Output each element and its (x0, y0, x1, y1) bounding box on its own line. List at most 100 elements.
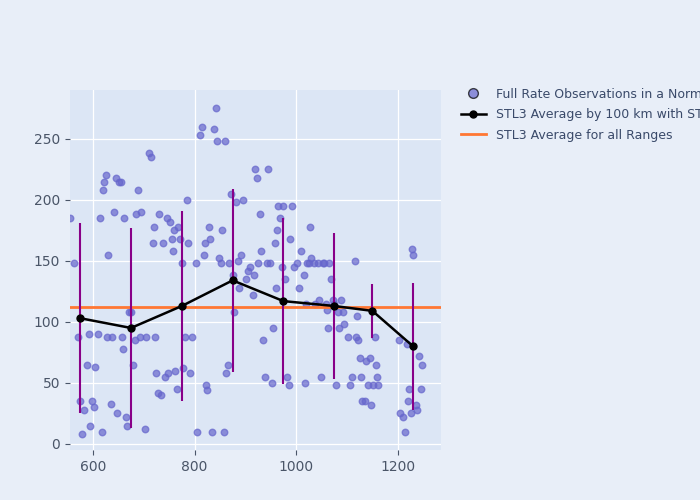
Point (212, 138, 223, 145)
Point (308, 260, 319, 268)
Point (405, 410, 416, 418)
Point (278, 202, 289, 210)
Point (156, 391, 167, 399)
Point (366, 401, 377, 409)
Point (148, 222, 160, 230)
Point (270, 284, 281, 292)
Point (250, 166, 261, 173)
Point (335, 296, 346, 304)
Point (149, 332, 160, 340)
Point (150, 369, 162, 377)
Point (393, 336, 405, 344)
Point (373, 382, 384, 390)
Point (353, 336, 364, 344)
Point (237, 196, 248, 204)
Point (218, 428, 230, 436)
Point (166, 235, 177, 243)
Point (102, 332, 113, 340)
Point (401, 340, 412, 348)
Point (416, 360, 428, 368)
Point (99, 178, 110, 186)
Point (102, 250, 113, 258)
Point (351, 332, 362, 340)
Point (124, 308, 135, 316)
Point (271, 226, 282, 234)
Point (153, 210, 164, 218)
Point (223, 260, 235, 268)
Point (219, 138, 230, 145)
Point (68, 260, 79, 268)
Point (122, 422, 133, 430)
Point (232, 257, 244, 265)
Point (220, 369, 232, 377)
Point (217, 226, 228, 234)
Point (320, 300, 331, 308)
Point (173, 222, 184, 230)
Point (346, 373, 358, 381)
Point (169, 366, 181, 374)
Point (105, 400, 116, 407)
Point (249, 272, 260, 280)
Point (97, 186, 108, 194)
Point (279, 275, 290, 283)
Point (327, 296, 338, 304)
Point (339, 320, 350, 328)
Point (134, 332, 145, 340)
Point (251, 174, 262, 182)
Point (302, 260, 313, 268)
Legend: Full Rate Observations in a Normal Point, STL3 Average by 100 km with STD, STL3 : Full Rate Observations in a Normal Point… (456, 83, 700, 147)
Point (288, 263, 299, 271)
Point (310, 300, 321, 308)
Point (356, 373, 367, 381)
Point (181, 196, 193, 204)
Point (318, 260, 330, 268)
Point (158, 238, 169, 246)
Point (186, 332, 197, 340)
Point (72, 332, 83, 340)
Point (276, 263, 288, 271)
Point (208, 125, 219, 133)
Point (167, 247, 178, 255)
Point (337, 308, 349, 316)
Point (146, 153, 157, 161)
Point (225, 190, 237, 198)
Point (116, 178, 127, 186)
Point (274, 214, 286, 222)
Point (402, 397, 414, 405)
Point (153, 388, 164, 396)
Point (85, 422, 96, 430)
Point (136, 208, 147, 216)
Point (323, 260, 335, 268)
Point (255, 247, 266, 255)
Point (106, 332, 118, 340)
Point (141, 332, 152, 340)
Point (144, 150, 155, 158)
Point (267, 324, 279, 332)
Point (262, 166, 274, 173)
Point (125, 308, 136, 316)
Point (325, 275, 336, 283)
Point (88, 404, 99, 411)
Point (81, 360, 92, 368)
Point (303, 260, 314, 268)
Point (160, 373, 171, 381)
Point (395, 410, 406, 418)
Point (314, 296, 325, 304)
Point (185, 369, 196, 377)
Point (190, 260, 201, 268)
Point (293, 284, 304, 292)
Point (78, 406, 90, 413)
Point (230, 198, 241, 206)
Point (100, 172, 111, 179)
Point (407, 244, 418, 252)
Point (162, 369, 174, 377)
Point (95, 214, 106, 222)
Point (372, 373, 383, 381)
Point (171, 385, 182, 393)
Point (321, 306, 332, 314)
Point (129, 336, 140, 344)
Point (90, 363, 101, 371)
Point (76, 430, 88, 438)
Point (161, 214, 172, 222)
Point (197, 122, 208, 130)
